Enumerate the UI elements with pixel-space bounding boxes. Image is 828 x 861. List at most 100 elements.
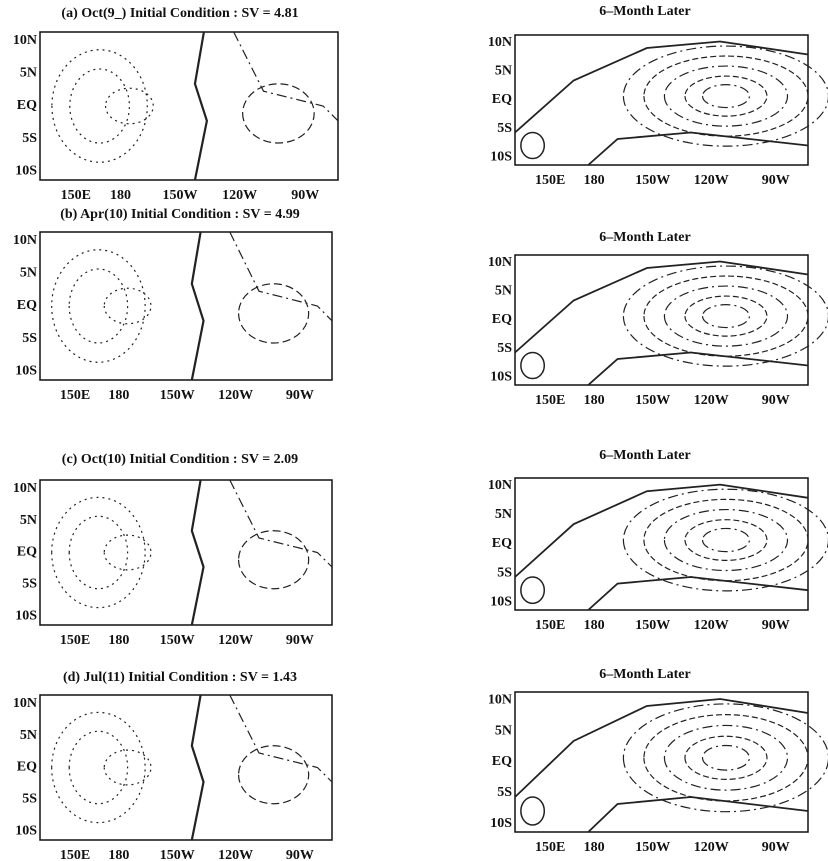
panel-title: 6–Month Later: [599, 667, 690, 682]
y-tick-label: 5S: [497, 785, 512, 800]
x-tick-label: 120W: [218, 633, 253, 648]
x-tick-label: 150E: [535, 393, 565, 408]
contour: [193, 31, 209, 181]
contour: [684, 75, 768, 117]
contour: [51, 711, 146, 824]
x-tick-label: 120W: [218, 388, 253, 403]
x-tick-label: 90W: [286, 848, 314, 861]
x-tick-label: 90W: [762, 840, 790, 855]
contour: [684, 735, 768, 780]
contour: [587, 351, 809, 386]
contour: [104, 87, 154, 125]
x-tick-label: 180: [108, 633, 129, 648]
y-tick-label: EQ: [17, 545, 37, 560]
contour: [190, 479, 205, 626]
x-tick-label: 150E: [535, 618, 565, 633]
contour: [587, 796, 809, 833]
x-tick-label: 180: [584, 393, 605, 408]
x-tick-label: 150E: [60, 633, 90, 648]
contour: [663, 285, 789, 347]
panel-title: 6–Month Later: [599, 230, 690, 245]
x-tick-label: 150E: [535, 173, 565, 188]
y-tick-label: 5S: [22, 792, 37, 807]
x-tick-label: 180: [584, 840, 605, 855]
y-tick-label: 10N: [488, 478, 512, 493]
contour: [622, 265, 828, 367]
contour: [643, 275, 809, 357]
x-tick-label: 120W: [222, 188, 257, 203]
contour: [622, 45, 828, 147]
panel-title: (a) Oct(9_) Initial Condition : SV = 4.8…: [61, 6, 298, 21]
y-tick-label: EQ: [17, 98, 37, 113]
y-tick-label: 5S: [22, 131, 37, 146]
contour: [103, 749, 152, 786]
contour: [237, 283, 310, 344]
contour: [51, 496, 146, 609]
y-tick-label: 5S: [22, 331, 37, 346]
y-tick-label: 10N: [13, 481, 37, 496]
x-tick-label: 90W: [762, 618, 790, 633]
y-tick-label: 5S: [497, 341, 512, 356]
x-tick-label: 150W: [635, 393, 670, 408]
y-tick-label: 10S: [15, 824, 37, 839]
y-tick-label: 5S: [497, 121, 512, 136]
contour: [622, 488, 828, 592]
x-tick-label: 90W: [762, 173, 790, 188]
y-tick-label: 10S: [15, 609, 37, 624]
y-tick-label: 10S: [490, 369, 512, 384]
x-tick-label: 180: [108, 388, 129, 403]
x-tick-label: 180: [584, 173, 605, 188]
x-tick-label: 120W: [694, 393, 729, 408]
x-tick-label: 120W: [218, 848, 253, 861]
x-tick-label: 150W: [635, 618, 670, 633]
contour: [514, 40, 809, 134]
x-tick-label: 150E: [61, 188, 91, 203]
contour: [520, 796, 546, 826]
contour: [237, 530, 310, 590]
contour: [103, 287, 152, 325]
map-frame: [39, 231, 333, 381]
contour: [51, 49, 148, 163]
y-tick-label: 10N: [488, 693, 512, 708]
contour: [103, 534, 152, 571]
contour: [68, 730, 129, 805]
map-frame: [39, 694, 333, 841]
x-tick-label: 150W: [635, 173, 670, 188]
y-tick-label: 5S: [22, 577, 37, 592]
contour: [701, 527, 751, 553]
y-tick-label: 10S: [490, 149, 512, 164]
contour: [643, 498, 809, 582]
map-frame: [39, 31, 339, 181]
contour: [229, 479, 333, 568]
contour: [190, 231, 205, 381]
map-frame: [514, 477, 809, 611]
contour: [684, 519, 768, 561]
x-tick-label: 150W: [160, 388, 195, 403]
y-tick-label: 5N: [20, 513, 37, 528]
y-tick-label: EQ: [17, 298, 37, 313]
contour: [663, 724, 789, 791]
y-tick-label: 5N: [495, 284, 512, 299]
map-frame: [514, 34, 809, 166]
y-tick-label: 5N: [495, 507, 512, 522]
y-tick-label: 10S: [15, 163, 37, 178]
y-tick-label: EQ: [492, 754, 512, 769]
contour: [622, 703, 828, 813]
x-tick-label: 90W: [762, 393, 790, 408]
y-tick-label: 10N: [488, 255, 512, 270]
x-tick-label: 150W: [163, 188, 198, 203]
panel-title: (d) Jul(11) Initial Condition : SV = 1.4…: [63, 670, 297, 685]
y-tick-label: 5N: [20, 266, 37, 281]
x-tick-label: 150E: [535, 840, 565, 855]
x-tick-label: 180: [584, 618, 605, 633]
y-tick-label: EQ: [492, 536, 512, 551]
y-tick-label: 10N: [13, 233, 37, 248]
contour: [587, 131, 809, 166]
contour: [229, 694, 333, 783]
contour: [643, 714, 809, 802]
x-tick-label: 180: [108, 848, 129, 861]
contour: [701, 744, 751, 771]
y-tick-label: 10S: [15, 363, 37, 378]
x-tick-label: 120W: [694, 840, 729, 855]
